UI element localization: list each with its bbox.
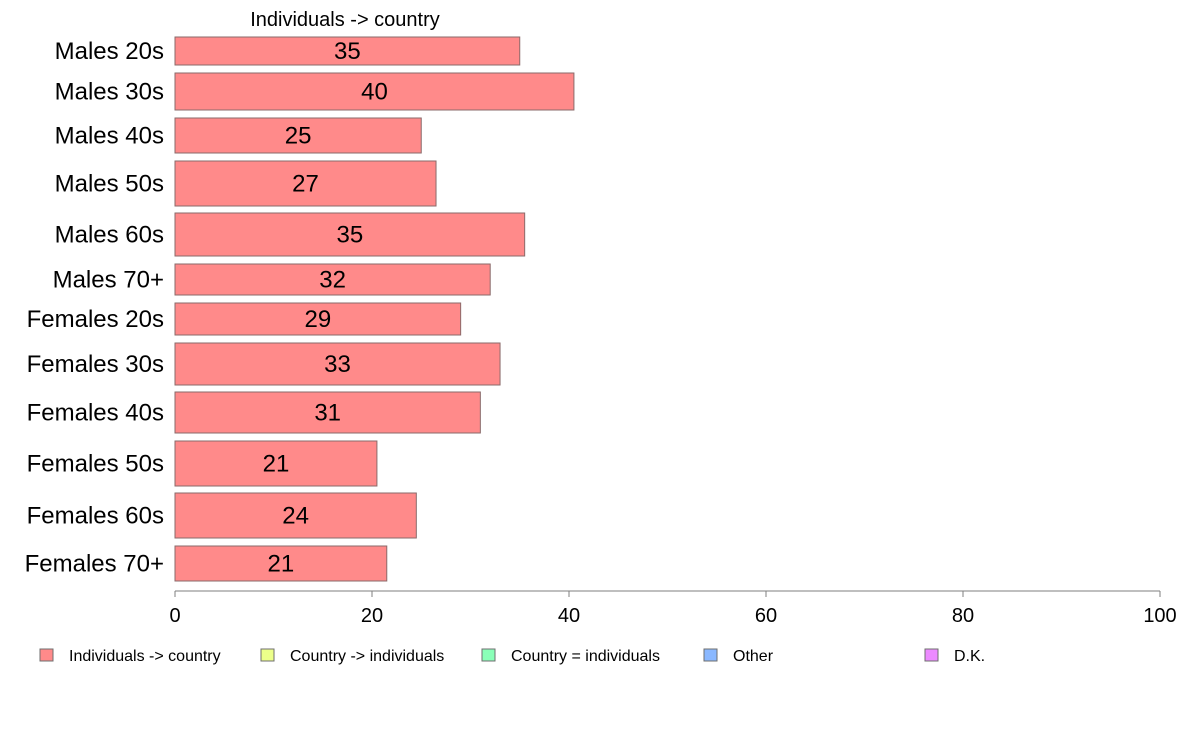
x-tick-label: 40 — [558, 605, 580, 627]
category-label: Males 30s — [55, 79, 164, 106]
category-label: Males 50s — [55, 171, 164, 198]
legend-swatch — [703, 648, 718, 662]
category-label: Males 40s — [55, 123, 164, 150]
legend-swatch — [39, 648, 54, 662]
category-label: Males 20s — [55, 38, 164, 65]
bar-5 — [174, 212, 526, 257]
bar-4 — [174, 160, 437, 207]
legend-label: Other — [733, 648, 774, 665]
value-label: 25 — [285, 123, 312, 150]
bar-2 — [174, 72, 575, 111]
category-label: Females 30s — [27, 351, 164, 378]
bar-group: Males 20s 35 Males 30s 40 Males 40s 25 Males 5… — [25, 36, 575, 582]
value-label: 29 — [304, 306, 331, 333]
value-label: 27 — [292, 171, 319, 198]
legend-swatch — [481, 648, 496, 662]
bar-3 — [174, 117, 422, 154]
value-label: 33 — [324, 351, 351, 378]
bar-7 — [174, 302, 462, 336]
x-tick-label: 60 — [755, 605, 777, 627]
bar-10 — [174, 440, 378, 487]
category-label: Females 60s — [27, 503, 164, 530]
legend-label: Country -> individuals — [290, 648, 444, 665]
legend-label: D.K. — [954, 648, 985, 665]
value-label: 40 — [361, 79, 388, 106]
value-label: 35 — [336, 222, 363, 249]
bar-6 — [174, 263, 491, 296]
legend-swatch — [260, 648, 275, 662]
legend: Individuals -> country Country -> individ… — [39, 648, 985, 665]
value-label: 35 — [334, 38, 361, 65]
column-title: Individuals -> country — [250, 9, 440, 31]
x-axis: 0 20 40 60 80 100 — [169, 590, 1177, 627]
category-label: Females 50s — [27, 451, 164, 478]
value-label: 24 — [282, 503, 309, 530]
bar-9 — [174, 391, 481, 434]
value-label: 21 — [263, 451, 290, 478]
category-label: Females 40s — [27, 400, 164, 427]
legend-swatch — [924, 648, 939, 662]
category-label: Males 60s — [55, 222, 164, 249]
bar-1 — [174, 36, 521, 66]
value-label: 32 — [319, 267, 346, 294]
category-label: Females 70+ — [25, 551, 164, 578]
legend-label: Individuals -> country — [69, 648, 221, 665]
x-tick-label: 100 — [1143, 605, 1176, 627]
x-tick-label: 80 — [952, 605, 974, 627]
x-tick-label: 0 — [169, 605, 180, 627]
value-label: 31 — [314, 400, 341, 427]
category-label: Males 70+ — [53, 267, 164, 294]
value-label: 21 — [268, 551, 295, 578]
category-label: Females 20s — [27, 306, 164, 333]
legend-label: Country = individuals — [511, 648, 660, 665]
x-tick-label: 20 — [361, 605, 383, 627]
bar-11 — [174, 492, 417, 539]
bar-8 — [174, 342, 501, 386]
bar-12 — [174, 545, 388, 582]
